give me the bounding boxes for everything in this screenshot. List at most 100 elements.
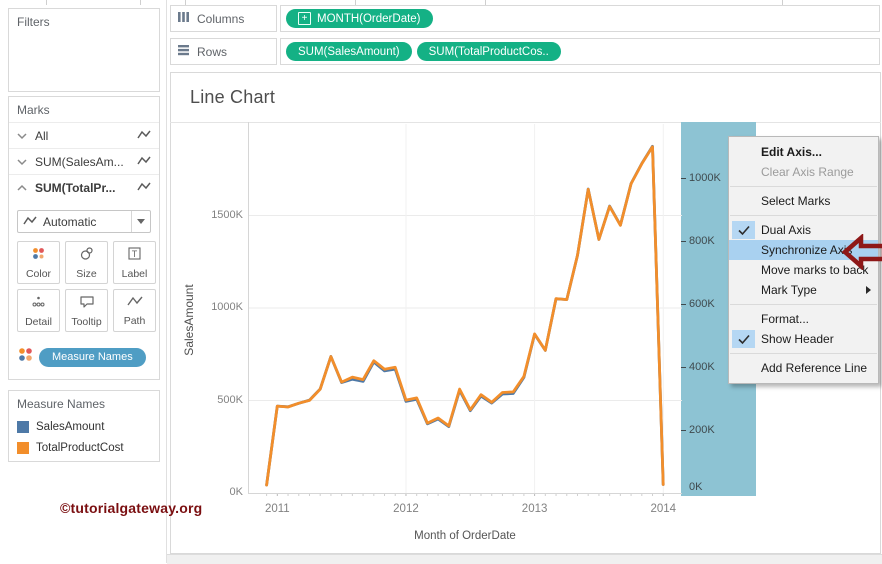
line-mark-icon [137, 181, 151, 195]
menu-item-format-[interactable]: Format... [729, 309, 878, 329]
color-button[interactable]: Color [17, 241, 60, 284]
marks-item-all[interactable]: All [9, 122, 159, 148]
label-button[interactable]: T Label [113, 241, 156, 284]
legend-label: TotalProductCost [36, 441, 124, 454]
marks-item-label: All [35, 128, 49, 143]
menu-item-label: Add Reference Line [761, 361, 868, 375]
mark-type-dropdown[interactable]: Automatic [17, 210, 151, 233]
menu-item-move-marks-to-back[interactable]: Move marks to back [729, 260, 878, 280]
mark-buttons-grid: Color Size T Label Detail Tooltip Path [17, 241, 156, 332]
menu-item-select-marks[interactable]: Select Marks [729, 191, 878, 211]
rows-label: Rows [197, 44, 228, 59]
legend-title: Measure Names [17, 397, 106, 411]
size-button[interactable]: Size [65, 241, 108, 284]
chevron-down-icon[interactable] [17, 129, 27, 143]
label-icon: T [127, 246, 142, 266]
pill-label: SUM(SalesAmount) [298, 45, 400, 58]
menu-separator [730, 304, 877, 305]
rows-shelf[interactable]: SUM(SalesAmount) SUM(TotalProductCos.. [280, 38, 880, 65]
series-line-totalproductcost[interactable] [265, 145, 665, 487]
mark-button-label: Color [25, 267, 52, 280]
toolbar-divider [355, 0, 356, 5]
menu-item-mark-type[interactable]: Mark Type [729, 280, 878, 300]
toolbar-divider [140, 0, 141, 5]
pill-sum-salesamount-[interactable]: SUM(SalesAmount) [286, 42, 412, 61]
legend-swatch [17, 441, 29, 454]
mark-type-value: Automatic [43, 214, 97, 229]
x-axis-title[interactable]: Month of OrderDate [414, 530, 516, 542]
detail-button[interactable]: Detail [17, 289, 60, 332]
marks-card: Marks All SUM(SalesAm... SUM(TotalPr... Au… [8, 96, 160, 380]
menu-item-show-header[interactable]: Show Header [729, 329, 878, 349]
left-axis-title[interactable]: SalesAmount [182, 284, 196, 356]
pill-sum-totalproductcos-[interactable]: SUM(TotalProductCos.. [416, 42, 561, 61]
pill-label: MONTH(OrderDate) [317, 12, 421, 25]
chevron-down-icon[interactable] [17, 155, 27, 169]
menu-item-edit-axis-[interactable]: Edit Axis... [729, 142, 878, 162]
mark-button-label: Label [121, 267, 148, 280]
line-mark-icon [137, 129, 151, 143]
menu-separator [730, 186, 877, 187]
marks-item-sum-totalpr-[interactable]: SUM(TotalPr... [9, 174, 159, 200]
path-button[interactable]: Path [113, 289, 156, 332]
menu-item-label: Dual Axis [761, 223, 812, 237]
toolbar-divider [485, 0, 486, 5]
size-icon [79, 246, 94, 266]
x-axis-tick: 2014 [650, 503, 677, 515]
menu-item-label: Clear Axis Range [761, 165, 854, 179]
tooltip-button[interactable]: Tooltip [65, 289, 108, 332]
menu-separator [730, 215, 877, 216]
status-bar [167, 554, 882, 564]
legend-item-salesamount[interactable]: SalesAmount [9, 416, 159, 437]
legend-item-totalproductcost[interactable]: TotalProductCost [9, 437, 159, 458]
marks-item-list: All SUM(SalesAm... SUM(TotalPr... [9, 122, 159, 200]
svg-text:T: T [132, 249, 138, 259]
plus-box-icon[interactable]: + [298, 12, 311, 25]
measure-names-pill[interactable]: Measure Names [39, 347, 146, 367]
toolbar-divider [46, 0, 47, 5]
right-axis-tick-label: 0K [689, 481, 703, 493]
checkmark-icon [732, 221, 755, 239]
mark-button-label: Size [76, 267, 97, 280]
columns-shelf-label: Columns [170, 5, 277, 32]
measure-colors-icon [17, 346, 34, 368]
menu-separator [730, 353, 877, 354]
line-chart-plot[interactable] [248, 122, 682, 496]
right-axis-tick-label: 800K [689, 235, 715, 247]
sidebar-divider [166, 0, 167, 563]
menu-item-dual-axis[interactable]: Dual Axis [729, 220, 878, 240]
chevron-up-icon[interactable] [17, 181, 27, 195]
menu-item-label: Move marks to back [761, 263, 869, 277]
measure-names-row: Measure Names [17, 346, 153, 368]
menu-item-add-reference-line[interactable]: Add Reference Line [729, 358, 878, 378]
columns-label: Columns [197, 11, 245, 26]
columns-icon [177, 10, 190, 28]
marks-item-sum-salesam-[interactable]: SUM(SalesAm... [9, 148, 159, 174]
legend-label: SalesAmount [36, 420, 105, 433]
right-axis-tick: 400K [681, 360, 715, 374]
menu-item-label: Select Marks [761, 194, 831, 208]
submenu-arrow-icon [866, 286, 871, 294]
right-axis-tick: 1000K [681, 171, 721, 185]
menu-item-synchronize-axis[interactable]: Synchronize Axis [729, 240, 878, 260]
x-axis-tick: 2011 [264, 503, 290, 515]
menu-item-label: Edit Axis... [761, 145, 822, 159]
filters-shelf[interactable]: Filters [8, 8, 160, 92]
checkmark-icon [732, 330, 755, 348]
marks-item-label: SUM(SalesAm... [35, 154, 124, 169]
columns-shelf[interactable]: + MONTH(OrderDate) [280, 5, 880, 32]
mark-button-label: Tooltip [71, 315, 102, 328]
legend-swatch [17, 420, 29, 433]
right-axis-tick-label: 200K [689, 424, 715, 436]
x-axis-tick: 2013 [521, 503, 548, 515]
detail-icon [31, 294, 46, 314]
toolbar-divider [185, 0, 186, 5]
pill-month-orderdate-[interactable]: + MONTH(OrderDate) [286, 9, 433, 28]
watermark: ©tutorialgateway.org [60, 500, 203, 516]
dropdown-caret-icon[interactable] [131, 211, 150, 232]
rows-icon [177, 43, 190, 61]
color-icon [31, 246, 46, 266]
marks-title: Marks [17, 103, 50, 117]
series-line-salesamount[interactable] [265, 144, 665, 487]
sheet-title: Line Chart [190, 87, 276, 107]
